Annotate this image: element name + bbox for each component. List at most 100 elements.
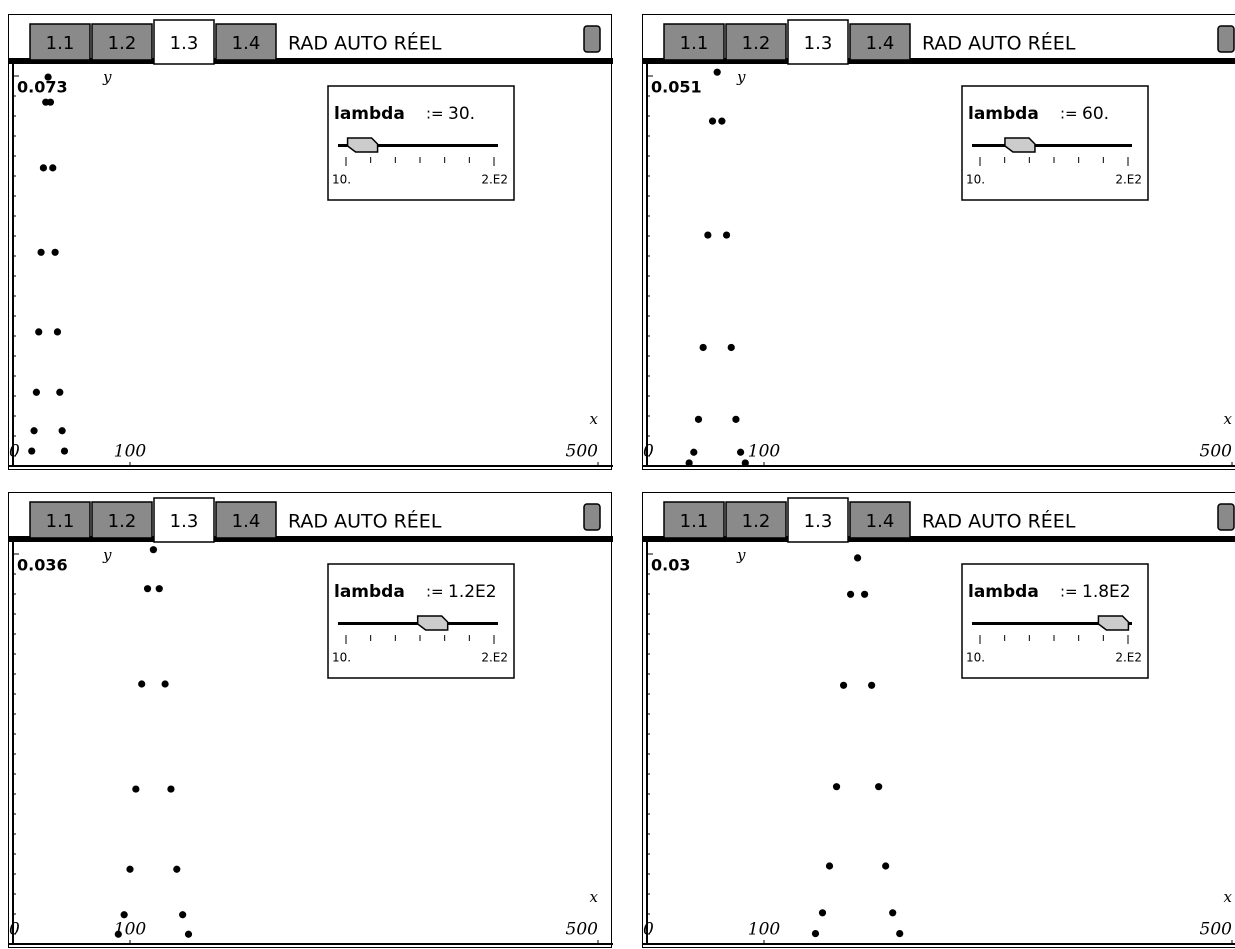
slider-value-label: 1.8E2 bbox=[1082, 582, 1131, 602]
tab-label[interactable]: 1.3 bbox=[170, 33, 199, 54]
tab-label[interactable]: 1.2 bbox=[108, 511, 137, 532]
tab-label[interactable]: 1.1 bbox=[680, 33, 709, 54]
slider-thumb[interactable] bbox=[1005, 138, 1035, 152]
slider-op: := bbox=[1060, 105, 1078, 123]
slider-name: lambda bbox=[334, 104, 405, 124]
y-axis-label: y bbox=[102, 68, 112, 86]
data-point bbox=[728, 344, 735, 351]
data-point bbox=[695, 416, 702, 423]
data-point bbox=[833, 783, 840, 790]
data-point bbox=[690, 449, 697, 456]
data-point bbox=[889, 909, 896, 916]
x-tick-label: 100 bbox=[748, 920, 781, 940]
data-point bbox=[686, 459, 693, 466]
y-axis-label: y bbox=[102, 546, 112, 564]
tab-label[interactable]: 1.2 bbox=[108, 33, 137, 54]
screen-border bbox=[643, 493, 1235, 948]
slider-value-label: 60. bbox=[1082, 104, 1109, 124]
tab-label[interactable]: 1.3 bbox=[804, 33, 833, 54]
data-point bbox=[737, 449, 744, 456]
x-axis-label: x bbox=[1224, 888, 1233, 906]
x-tick-label: 0 bbox=[643, 442, 654, 462]
data-point bbox=[709, 118, 716, 125]
x-tick-label: 500 bbox=[1200, 442, 1233, 462]
x-tick-label: 100 bbox=[114, 442, 147, 462]
slider-tick-label: 2.E2 bbox=[481, 651, 508, 665]
tab-label[interactable]: 1.2 bbox=[742, 33, 771, 54]
x-axis-label: x bbox=[590, 410, 599, 428]
slider-value-label: 1.2E2 bbox=[448, 582, 497, 602]
battery-icon bbox=[584, 504, 600, 530]
tab-label[interactable]: 1.2 bbox=[742, 511, 771, 532]
status-text: RAD AUTO RÉEL bbox=[922, 32, 1076, 55]
page: 1.1 1.2 1.3 1.4 RAD AUTO RÉEL 0.073 y x 0 100 500 l… bbox=[0, 0, 1235, 949]
data-point bbox=[28, 447, 35, 454]
data-point bbox=[30, 427, 37, 434]
tab-label[interactable]: 1.4 bbox=[866, 33, 895, 54]
x-tick-label: 0 bbox=[9, 442, 20, 462]
data-point bbox=[115, 931, 122, 938]
data-point bbox=[723, 231, 730, 238]
data-point bbox=[718, 118, 725, 125]
slider-thumb[interactable] bbox=[1098, 616, 1128, 630]
slider-op: := bbox=[426, 105, 444, 123]
screen-border bbox=[9, 15, 612, 470]
data-point bbox=[54, 328, 61, 335]
slider-tick-label: 2.E2 bbox=[1115, 173, 1142, 187]
tab-label[interactable]: 1.1 bbox=[680, 511, 709, 532]
data-point bbox=[875, 783, 882, 790]
graph-screen: 1.1 1.2 1.3 1.4 RAD AUTO RÉEL 0.073 y x 0 100 500 l… bbox=[8, 14, 613, 471]
graph-screen: 1.11.21.31.4RAD AUTO RÉEL0.036yx0100500l… bbox=[8, 492, 613, 949]
data-point bbox=[162, 680, 169, 687]
x-tick-label: 0 bbox=[9, 920, 20, 940]
tab-label[interactable]: 1.4 bbox=[866, 511, 895, 532]
x-tick-label: 0 bbox=[643, 920, 654, 940]
slider-value-label: 30. bbox=[448, 104, 475, 124]
data-point bbox=[179, 911, 186, 918]
data-point bbox=[126, 866, 133, 873]
data-point bbox=[840, 682, 847, 689]
tab-label[interactable]: 1.4 bbox=[232, 33, 261, 54]
slider-tick-label: 10. bbox=[966, 173, 985, 187]
slider-tick-label: 2.E2 bbox=[1115, 651, 1142, 665]
battery-icon bbox=[1218, 26, 1234, 52]
data-point bbox=[144, 585, 151, 592]
x-axis-label: x bbox=[1224, 410, 1233, 428]
battery-icon bbox=[584, 26, 600, 52]
data-point bbox=[40, 164, 47, 171]
tab-label[interactable]: 1.4 bbox=[232, 511, 261, 532]
tab-label[interactable]: 1.3 bbox=[804, 511, 833, 532]
tab-label[interactable]: 1.3 bbox=[170, 511, 199, 532]
slider-tick-label: 10. bbox=[966, 651, 985, 665]
data-point bbox=[132, 785, 139, 792]
tab-label[interactable]: 1.1 bbox=[46, 33, 75, 54]
status-text: RAD AUTO RÉEL bbox=[288, 32, 442, 55]
slider-thumb[interactable] bbox=[348, 138, 378, 152]
x-tick-label: 100 bbox=[748, 442, 781, 462]
slider-track[interactable] bbox=[972, 144, 1132, 147]
data-point bbox=[854, 554, 861, 561]
y-tick-label: 0.073 bbox=[17, 78, 68, 97]
slider-name: lambda bbox=[968, 104, 1039, 124]
data-point bbox=[173, 866, 180, 873]
slider-name: lambda bbox=[334, 582, 405, 602]
tab-label[interactable]: 1.1 bbox=[46, 511, 75, 532]
screen: 1.11.21.31.4RAD AUTO RÉEL0.03yx0100500la… bbox=[642, 492, 1235, 949]
slider-thumb[interactable] bbox=[418, 616, 448, 630]
data-point bbox=[59, 427, 66, 434]
screen: 1.1 1.2 1.3 1.4 RAD AUTO RÉEL 0.073 y x 0 100 500 l… bbox=[8, 14, 613, 471]
data-point bbox=[704, 231, 711, 238]
slider-name: lambda bbox=[968, 582, 1039, 602]
slider-op: := bbox=[1060, 583, 1078, 601]
x-tick-label: 500 bbox=[566, 442, 599, 462]
slider-tick-label: 10. bbox=[332, 173, 351, 187]
data-point bbox=[33, 389, 40, 396]
y-tick-label: 0.036 bbox=[17, 556, 68, 575]
y-axis-label: y bbox=[736, 546, 746, 564]
screen-border bbox=[643, 15, 1235, 470]
data-point bbox=[47, 99, 54, 106]
